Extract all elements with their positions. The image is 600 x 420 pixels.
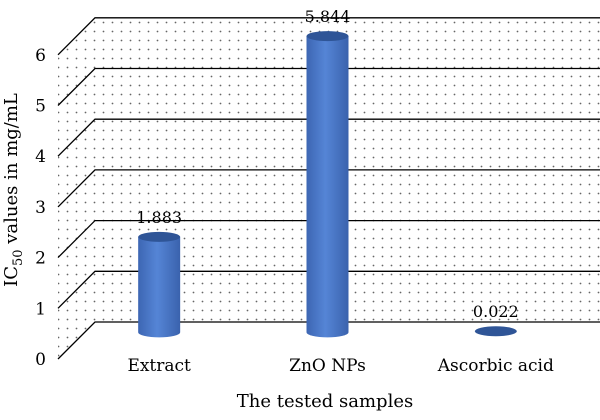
category-label: Extract xyxy=(127,356,191,376)
y-tick-label: 4 xyxy=(35,147,46,167)
gridline xyxy=(57,17,600,56)
category-labels: Extract ZnO NPs Ascorbic acid xyxy=(127,356,554,376)
data-label: 0.022 xyxy=(473,302,519,321)
data-labels: 1.883 5.844 0.022 xyxy=(136,7,518,321)
bar xyxy=(474,326,517,337)
bars xyxy=(138,31,517,338)
y-tick-label: 1 xyxy=(35,299,46,319)
bar-top xyxy=(138,231,181,242)
category-label: Ascorbic acid xyxy=(437,356,554,376)
gridline xyxy=(57,118,600,157)
gridline xyxy=(57,219,600,259)
bar xyxy=(138,231,181,338)
y-tick-label: 5 xyxy=(35,97,46,117)
y-tick-label: 0 xyxy=(35,350,46,370)
y-tick-label: 3 xyxy=(35,198,46,218)
category-label: ZnO NPs xyxy=(289,356,366,376)
bar-top xyxy=(474,326,517,337)
data-label: 1.883 xyxy=(136,208,182,227)
y-tick-labels: 0 1 2 3 4 5 6 xyxy=(35,46,46,370)
y-axis-label: IC50 values in mg/mL xyxy=(1,93,26,287)
gridline xyxy=(57,67,600,106)
gridline xyxy=(57,270,600,309)
y-axis-label-subscript: 50 xyxy=(11,249,26,266)
bar-body xyxy=(306,36,349,338)
data-label: 5.844 xyxy=(305,7,351,26)
y-axis-label-prefix: IC xyxy=(1,266,22,287)
bar-top xyxy=(306,31,349,42)
y-axis-label-suffix: values in mg/mL xyxy=(1,93,22,249)
gridline xyxy=(57,321,600,360)
bar xyxy=(306,31,349,338)
bar-body xyxy=(138,236,181,338)
x-axis-label: The tested samples xyxy=(237,391,413,412)
y-tick-label: 2 xyxy=(35,249,46,269)
gridlines xyxy=(57,17,600,360)
y-tick-label: 6 xyxy=(35,46,46,66)
gridline xyxy=(57,169,600,208)
